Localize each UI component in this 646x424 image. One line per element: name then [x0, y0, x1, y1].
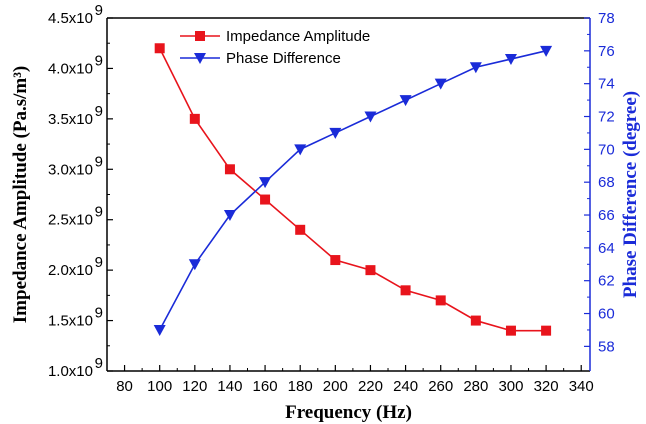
y-axis-left-title: Impedance Amplitude (Pa.s/m³): [10, 66, 31, 323]
y-left-tick-exponent: 9: [95, 254, 103, 271]
data-point-impedance-amplitude: [189, 113, 200, 124]
y-left-tick-label: 1.0x10: [48, 363, 93, 380]
x-tick-label: 260: [428, 378, 453, 395]
y-right-tick-label: 58: [598, 338, 615, 355]
legend: Impedance Amplitude Phase Difference: [180, 28, 370, 67]
data-point-phase-difference: [399, 95, 412, 107]
data-point-impedance-amplitude: [541, 325, 552, 336]
y-right-tick-label: 72: [598, 109, 615, 126]
data-point-phase-difference: [294, 144, 307, 156]
y-axis-right-title: Phase Difference (degree): [620, 91, 641, 298]
data-point-impedance-amplitude: [260, 194, 271, 205]
y-right-tick-label: 76: [598, 43, 615, 60]
data-point-impedance-amplitude: [154, 43, 165, 54]
y-left-tick-exponent: 9: [95, 103, 103, 120]
legend-marker-triangle: [194, 53, 206, 64]
y-right-tick-label: 78: [598, 10, 615, 27]
data-point-impedance-amplitude: [400, 285, 411, 296]
data-point-impedance-amplitude: [365, 265, 376, 276]
y-left-tick-label: 4.5x10: [48, 10, 93, 27]
data-point-impedance-amplitude: [295, 224, 306, 235]
data-point-impedance-amplitude: [224, 164, 235, 175]
y-left-tick-label: 3.5x10: [48, 111, 93, 128]
x-tick-label: 140: [217, 378, 242, 395]
data-point-impedance-amplitude: [330, 255, 341, 266]
x-tick-label: 180: [288, 378, 313, 395]
legend-label: Phase Difference: [226, 50, 341, 67]
y-left-tick-label: 1.5x10: [48, 313, 93, 330]
y-left-tick-exponent: 9: [95, 2, 103, 19]
y-left-tick-exponent: 9: [95, 355, 103, 372]
y-right-tick-label: 66: [598, 207, 615, 224]
y-left-tick-label: 3.0x10: [48, 161, 93, 178]
data-point-phase-difference: [259, 177, 272, 189]
series-line-impedance-amplitude: [158, 47, 547, 332]
x-axis-title: Frequency (Hz): [285, 402, 412, 423]
y-right-tick-label: 68: [598, 174, 615, 191]
x-tick-label: 280: [463, 378, 488, 395]
data-point-phase-difference: [153, 324, 166, 336]
x-tick-label: 120: [182, 378, 207, 395]
y-left-tick-label: 2.5x10: [48, 212, 93, 229]
x-tick-label: 240: [393, 378, 418, 395]
data-point-phase-difference: [223, 210, 236, 222]
series-line-phase-difference: [158, 50, 547, 331]
data-point-phase-difference: [434, 78, 447, 90]
legend-marker-square: [195, 31, 205, 41]
axes-layer: 80 100 120 140 160 180 200 220 240 260 280 300 320 34…: [48, 2, 615, 395]
legend-label: Impedance Amplitude: [226, 28, 370, 45]
x-tick-label: 160: [253, 378, 278, 395]
x-tick-label: 340: [569, 378, 594, 395]
y-left-tick-exponent: 9: [95, 204, 103, 221]
y-left-tick-label: 4.0x10: [48, 60, 93, 77]
data-point-phase-difference: [469, 62, 482, 74]
y-right-tick-label: 60: [598, 306, 615, 323]
data-point-phase-difference: [329, 127, 342, 139]
data-point-phase-difference: [540, 45, 553, 57]
y-right-tick-label: 64: [598, 240, 615, 257]
data-point-phase-difference: [188, 259, 201, 271]
y-left-tick-label: 2.0x10: [48, 262, 93, 279]
x-tick-label: 200: [323, 378, 348, 395]
data-point-impedance-amplitude: [435, 295, 446, 306]
data-point-impedance-amplitude: [470, 315, 481, 326]
y-right-tick-label: 70: [598, 141, 615, 158]
data-point-impedance-amplitude: [505, 325, 516, 336]
y-left-tick-exponent: 9: [95, 305, 103, 322]
data-point-phase-difference: [364, 111, 377, 123]
x-tick-label: 220: [358, 378, 383, 395]
x-tick-label: 100: [147, 378, 172, 395]
series-layer: [153, 43, 553, 336]
x-tick-label: 300: [498, 378, 523, 395]
x-tick-label: 80: [116, 378, 133, 395]
y-right-tick-label: 74: [598, 76, 615, 93]
y-left-tick-exponent: 9: [95, 52, 103, 69]
y-left-tick-exponent: 9: [95, 153, 103, 170]
data-point-phase-difference: [504, 54, 517, 66]
x-tick-label: 320: [534, 378, 559, 395]
y-right-tick-label: 62: [598, 273, 615, 290]
